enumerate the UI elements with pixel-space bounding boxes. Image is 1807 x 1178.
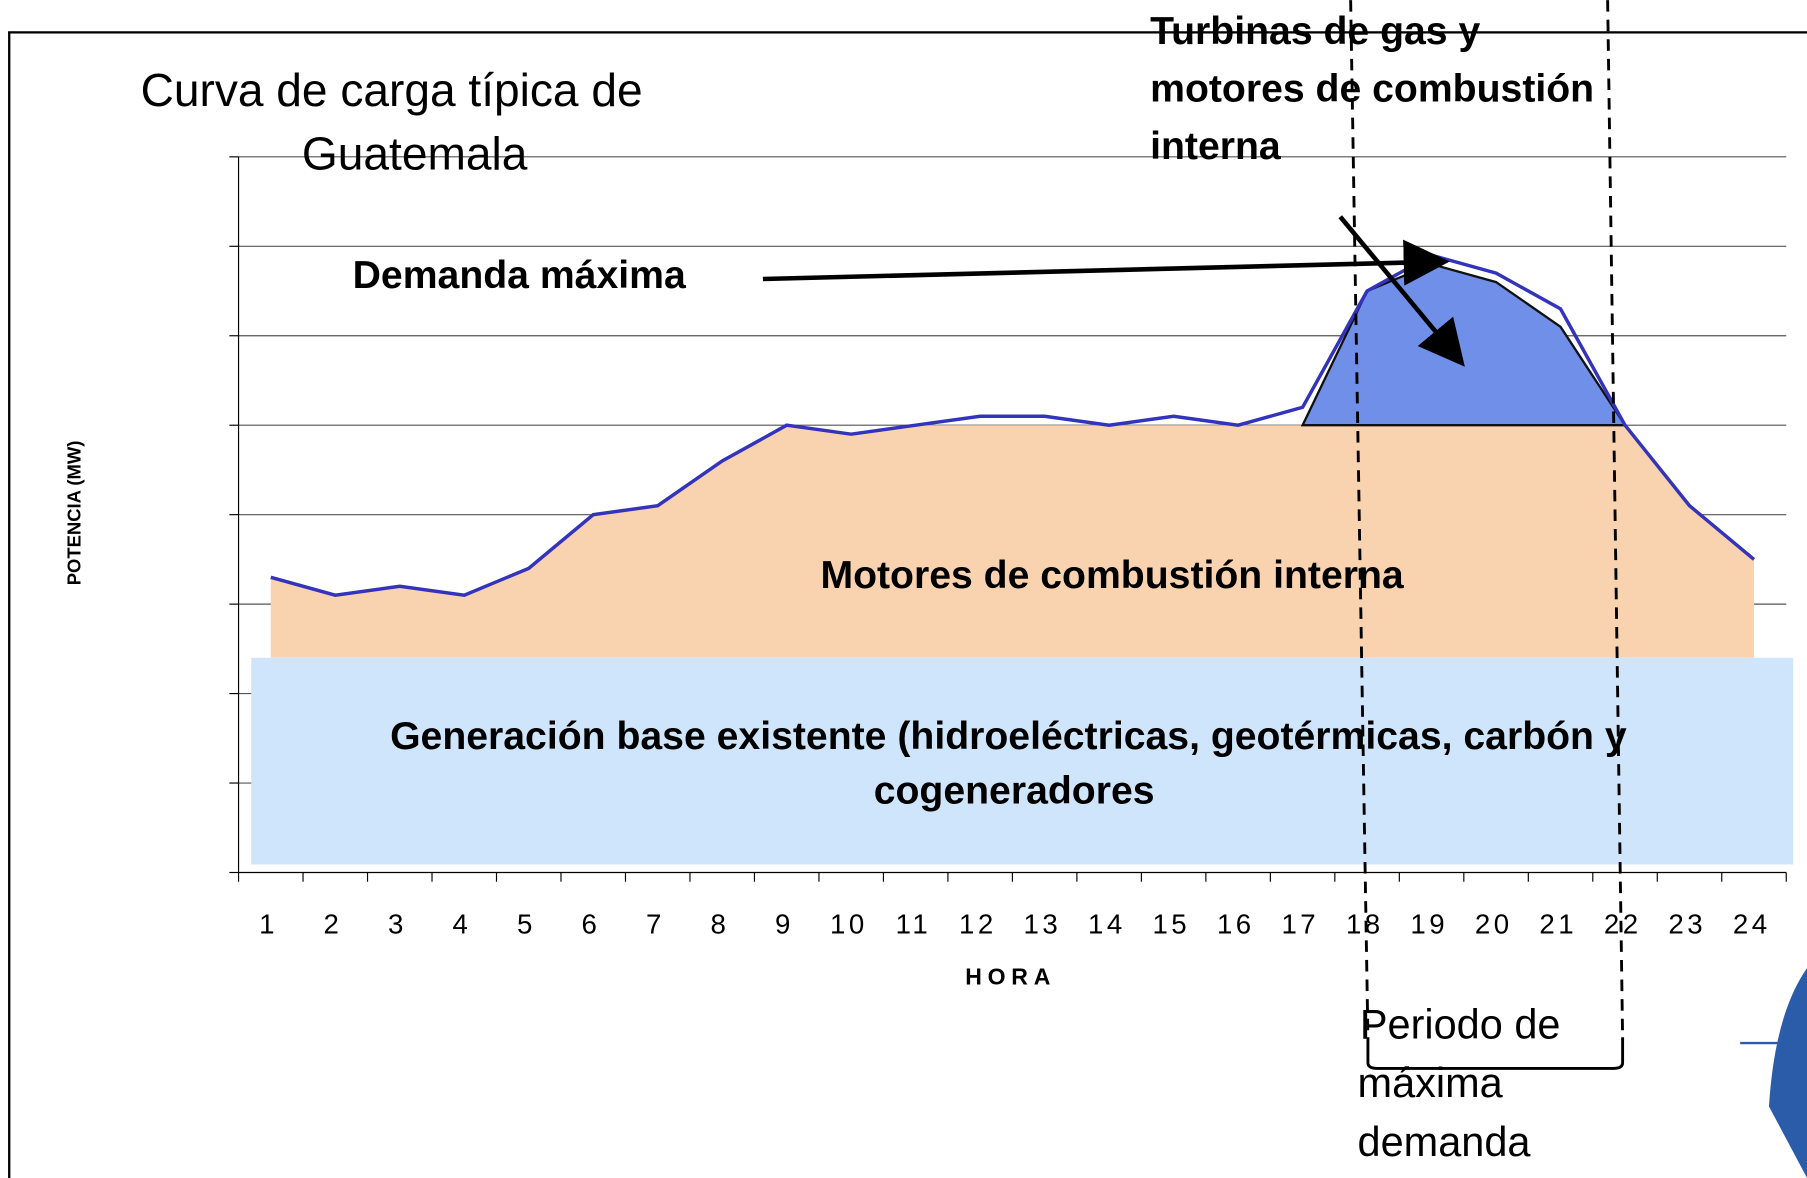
frame [8, 31, 1807, 1178]
x-tick-label: 3 [388, 909, 407, 940]
x-tick-label: 4 [453, 909, 472, 940]
plot: 123456789101112131415161718192021222324 [229, 156, 1794, 940]
period-label: máxima [1358, 1059, 1504, 1106]
arrow [762, 239, 1450, 286]
series-label: Generación base existente (hidroeléctric… [390, 715, 1627, 758]
x-tick-label: 17 [1281, 909, 1319, 940]
area [251, 657, 1794, 865]
period-boundary [1606, 0, 1625, 1038]
chart-title: Guatemala [302, 128, 528, 180]
period-label: demanda [1358, 1118, 1532, 1165]
x-tick-label: 1 [259, 909, 278, 940]
x-tick-label: 8 [710, 909, 729, 940]
period-label: Periodo de [1360, 1000, 1561, 1047]
x-tick-label: 24 [1733, 909, 1771, 940]
line [270, 253, 1756, 597]
arrow [1338, 215, 1465, 367]
period-bracket [1366, 1037, 1625, 1070]
x-tick-label: 22 [1604, 909, 1642, 940]
series-label: Demanda máxima [353, 254, 687, 297]
area [270, 425, 1755, 658]
x-axis-title: HORA [965, 963, 1056, 989]
series-label: Turbinas de gas y [1150, 10, 1480, 53]
period-boundary [1349, 0, 1370, 1038]
x-tick-label: 16 [1217, 909, 1255, 940]
x-tick-label: 11 [896, 909, 932, 940]
x-tick-label: 23 [1668, 909, 1706, 940]
x-tick-label: 7 [646, 909, 665, 940]
x-tick-label: 13 [1024, 909, 1062, 940]
y-axis-title: POTENCIA (MW) [64, 441, 85, 586]
x-tick-label: 9 [775, 909, 794, 940]
series-label: Motores de combustión interna [820, 554, 1404, 597]
x-tick-label: 19 [1410, 909, 1448, 940]
x-tick-label: 20 [1475, 909, 1513, 940]
x-tick-label: 12 [959, 909, 997, 940]
x-tick-label: 6 [582, 909, 601, 940]
chart-title: Curva de carga típica de [141, 64, 643, 116]
x-tick-label: 5 [517, 909, 536, 940]
x-tick-label: 15 [1152, 909, 1190, 940]
annotations: Curva de carga típica de Guatemala POTEN… [64, 0, 1807, 1178]
decoration [1768, 968, 1807, 1178]
x-tick-label: 21 [1539, 909, 1577, 940]
x-tick-label: 10 [830, 909, 868, 940]
x-tick-label: 2 [324, 909, 343, 940]
series-label: interna [1150, 125, 1282, 168]
x-tick-label: 14 [1088, 909, 1126, 940]
series-label: motores de combustión [1150, 68, 1594, 111]
x-tick-label: 18 [1346, 909, 1384, 940]
area [1300, 262, 1628, 427]
series-label: cogeneradores [874, 769, 1155, 812]
